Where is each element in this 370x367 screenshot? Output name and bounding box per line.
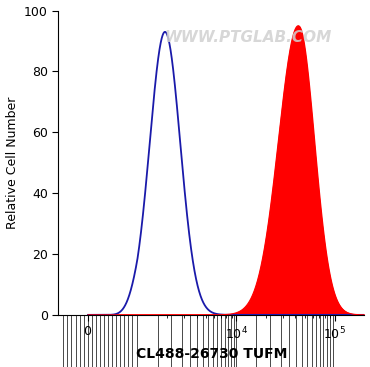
Y-axis label: Relative Cell Number: Relative Cell Number bbox=[6, 97, 18, 229]
X-axis label: CL488-26730 TUFM: CL488-26730 TUFM bbox=[136, 348, 287, 361]
Text: WWW.PTGLAB.COM: WWW.PTGLAB.COM bbox=[165, 30, 332, 46]
